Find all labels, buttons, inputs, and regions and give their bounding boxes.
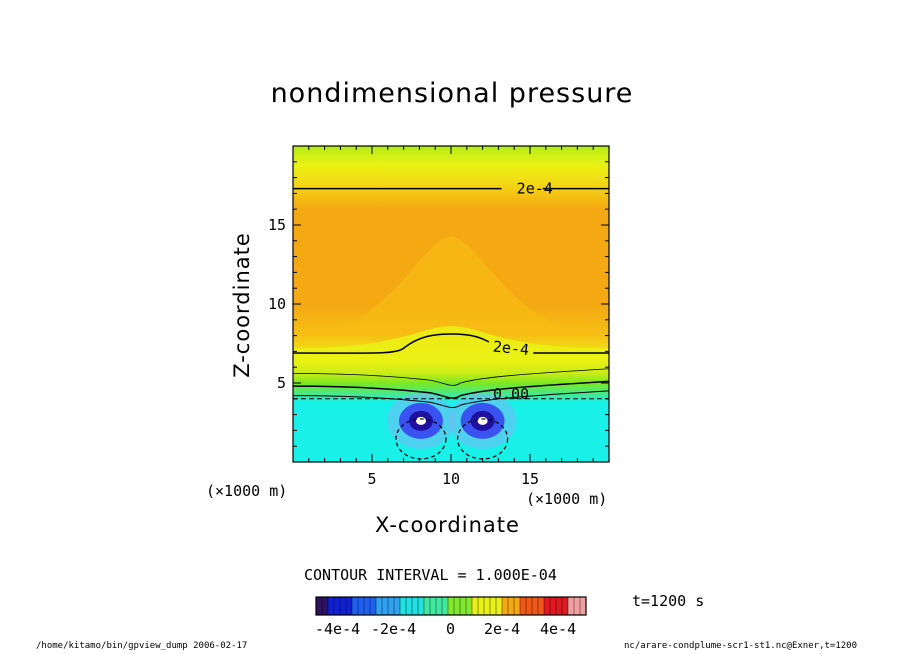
colorbar-cell [448,597,454,615]
colorbar-cell [502,597,508,615]
colorbar-cell [472,597,478,615]
colorbar-cell [532,597,538,615]
colorbar-cell [382,597,388,615]
colorbar-cell [358,597,364,615]
colorbar-cell [556,597,562,615]
colorbar-cell [340,597,346,615]
colorbar-cell [508,597,514,615]
colorbar-cell [394,597,400,615]
colorbar-cell [538,597,544,615]
colorbar-cell [568,597,574,615]
colorbar-cell [520,597,526,615]
y-axis-label: Z-coordinate [230,232,254,378]
colorbar-tick-label: -2e-4 [371,620,417,638]
colorbar-cell [580,597,586,615]
colorbar-tick-label: 0 [446,620,456,638]
colorbar-cell [544,597,550,615]
contour-line [292,368,610,386]
colorbar-cell [460,597,466,615]
negative-contour [395,418,447,460]
contour-label: 0.00 [493,385,529,403]
contour-label: 2e-4 [517,180,553,198]
time-label: t=1200 s [632,592,705,610]
colorbar-cell [376,597,382,615]
colorbar-cell [454,597,460,615]
colorbar-cell [514,597,520,615]
colorbar-cell [406,597,412,615]
x-axis-unit: (×1000 m) [526,490,608,508]
contour-line [292,390,610,409]
y-tick-label: 10 [268,295,286,313]
negative-core-center [477,416,488,425]
colorbar-cell [574,597,580,615]
colorbar-cell [526,597,532,615]
x-tick-label: 10 [442,470,460,488]
x-tick-label: 15 [521,470,539,488]
colorbar-cell [388,597,394,615]
chart-title: nondimensional pressure [270,78,634,109]
footer-right-text: nc/arare-condplume-scr1-st1.nc@Exner,t=1… [624,641,857,651]
field-yellow-band [293,326,609,361]
colorbar-cell [424,597,430,615]
colorbar-cell [562,597,568,615]
contour-line [292,333,490,354]
contour-lines: 2e-4 2e-4 0.00 [292,180,610,460]
colorbar-cell [346,597,352,615]
colorbar-cell [436,597,442,615]
field-bulge [293,236,609,336]
colorbar-tick-label: 4e-4 [540,620,577,638]
y-tick-label: 5 [277,374,286,392]
colorbar-border [315,596,587,616]
colorbar-cell [442,597,448,615]
colorbar-cell [316,597,322,615]
colorbar-cell [430,597,436,615]
x-tick-label: 5 [367,470,376,488]
contour-label: 2e-4 [492,337,530,359]
contour-interval-text: CONTOUR INTERVAL = 1.000E-04 [304,566,557,584]
colorbar-tick-label: -4e-4 [315,620,361,638]
heatmap-field [293,146,609,462]
colorbar-cell [334,597,340,615]
colorbar-cell [322,597,328,615]
colorbar-cell [490,597,496,615]
x-axis-label: X-coordinate [375,513,520,537]
colorbar-tick-label: 2e-4 [484,620,521,638]
colorbar-cell [418,597,424,615]
colorbar-cell [550,597,556,615]
negative-core-center [415,416,426,425]
colorbar-cell [478,597,484,615]
colorbar-cell [466,597,472,615]
colorbar-cell [400,597,406,615]
colorbar-cell [352,597,358,615]
contour-line [292,380,610,399]
colorbar [315,596,587,616]
colorbar-cell [370,597,376,615]
colorbar-cell [484,597,490,615]
colorbar-cell [364,597,370,615]
colorbar-cell [328,597,334,615]
y-tick-label: 15 [268,216,286,234]
footer-left-text: /home/kitamo/bin/gpview_dump 2006-02-17 [36,641,248,651]
axis-ticks: 5 10 15 5 10 15 [268,146,609,488]
colorbar-cell [412,597,418,615]
colorbar-cell [496,597,502,615]
y-axis-unit: (×1000 m) [206,482,288,500]
